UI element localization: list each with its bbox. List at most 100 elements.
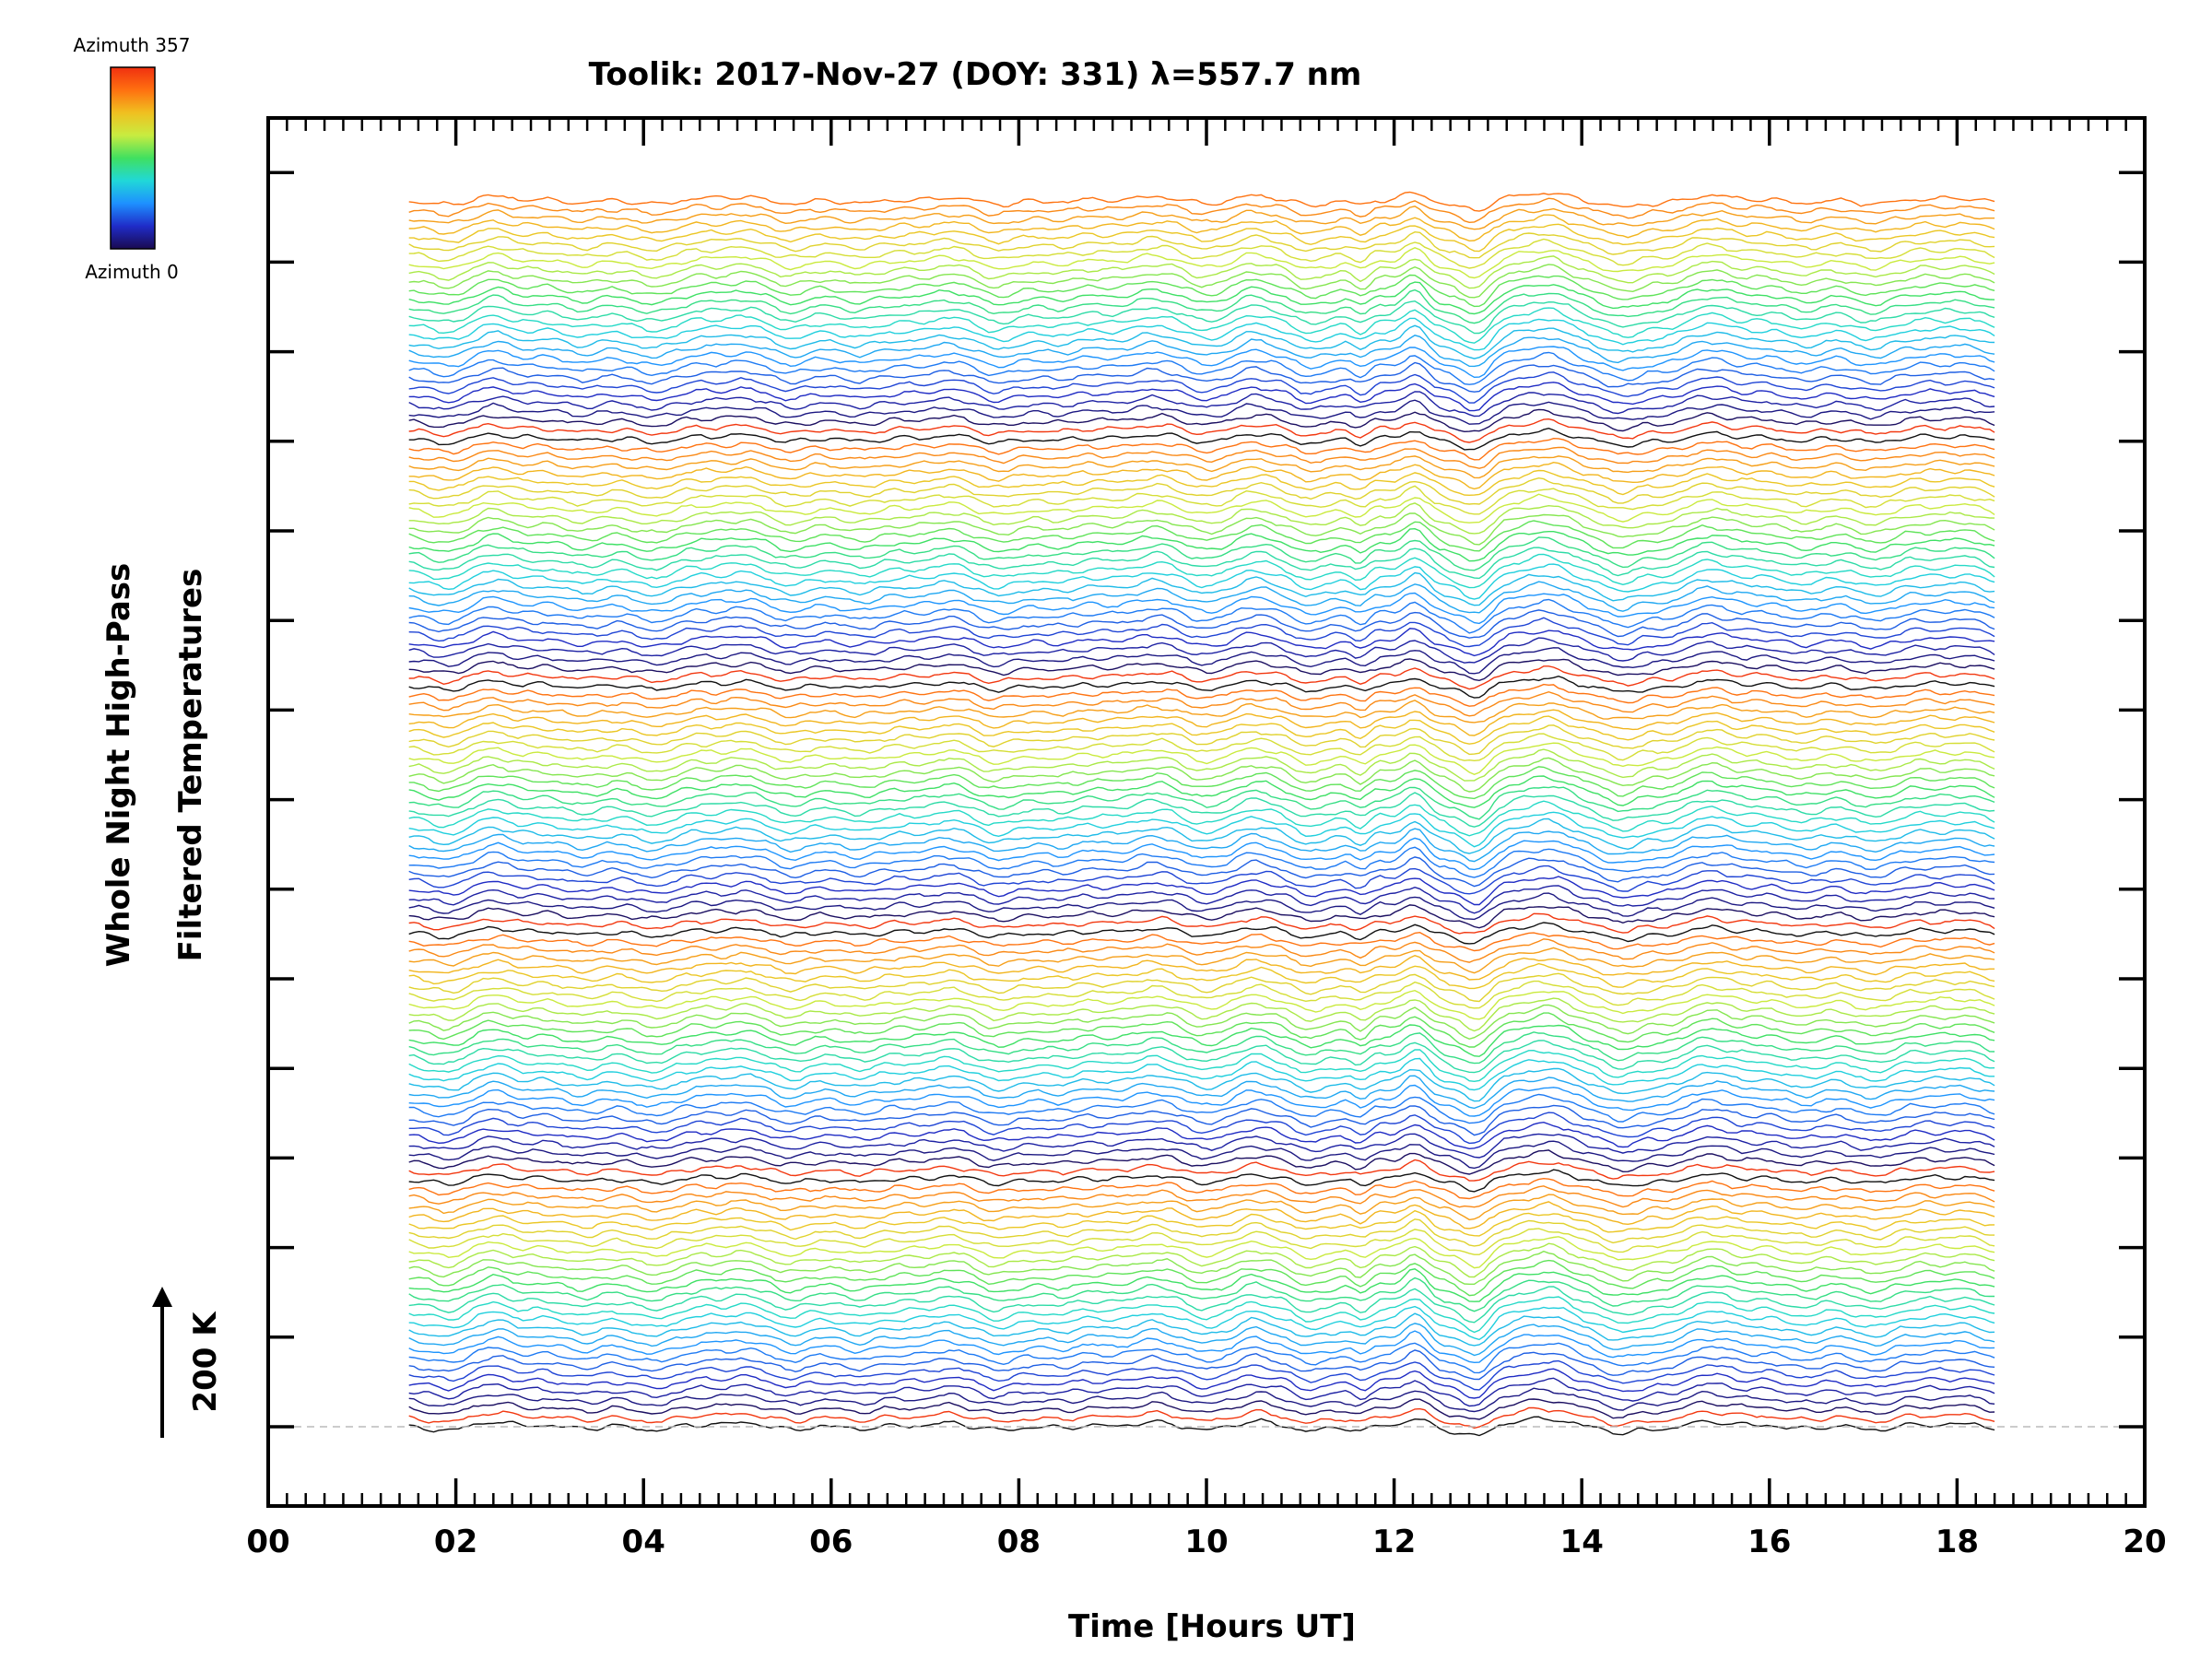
series-line-44 (408, 1024, 1995, 1057)
series-line-64 (408, 846, 1995, 878)
series-line-58 (408, 904, 1995, 929)
chart-title: Toolik: 2017-Nov-27 (DOY: 331) λ=557.7 n… (589, 56, 1362, 93)
series-line-97 (408, 553, 1995, 589)
series-line-13 (408, 1296, 1995, 1334)
x-tick-label: 00 (246, 1524, 289, 1560)
series-line-53 (408, 947, 1995, 974)
series-line-19 (408, 1242, 1995, 1278)
series-line-22 (408, 1218, 1995, 1247)
series-line-128 (408, 281, 1995, 315)
series-line-125 (408, 307, 1995, 344)
series-line-134 (408, 230, 1995, 259)
series-line-94 (408, 581, 1995, 614)
series-line-98 (408, 547, 1995, 580)
series-line-40 (408, 1057, 1995, 1091)
x-tick-label: 18 (1936, 1524, 1979, 1560)
x-tick-label: 12 (1372, 1524, 1416, 1560)
series-line-55 (408, 931, 1995, 952)
series-line-103 (408, 502, 1995, 535)
series-line-30 (408, 1149, 1995, 1175)
series-line-26 (408, 1185, 1995, 1208)
x-tick-label: 16 (1747, 1524, 1791, 1560)
series-line-82 (408, 690, 1995, 717)
series-line-104 (408, 493, 1995, 524)
series-line-10 (408, 1323, 1995, 1357)
series-line-100 (408, 527, 1995, 562)
series-line-38 (408, 1075, 1995, 1110)
series-line-81 (408, 700, 1995, 724)
series-line-33 (408, 1121, 1995, 1150)
axes: 00 02 04 06 08 10 12 14 16 18 20 (246, 116, 2167, 1560)
series-line-9 (408, 1330, 1995, 1364)
series-line-49 (408, 980, 1995, 1009)
series-line-75 (408, 748, 1995, 782)
series-line-76 (408, 742, 1995, 776)
x-tick-label: 20 (2123, 1524, 2166, 1560)
scale-bar-label: 200 K (187, 1311, 224, 1413)
series-line-101 (408, 520, 1995, 552)
series-line-32 (408, 1133, 1995, 1159)
series-line-18 (408, 1250, 1995, 1285)
series-line-117 (408, 382, 1995, 412)
colorbar-gradient (110, 66, 156, 250)
series-line-108 (408, 461, 1995, 490)
series-line-86 (408, 658, 1995, 682)
series-line-31 (408, 1140, 1995, 1170)
series-line-41 (408, 1049, 1995, 1083)
series-line-69 (408, 800, 1995, 837)
series-line-116 (408, 391, 1995, 418)
series-line-43 (408, 1031, 1995, 1065)
scale-bar: 200 K (152, 1287, 224, 1438)
series-line-85 (408, 665, 1995, 690)
series-line-114 (408, 408, 1995, 433)
series-line-46 (408, 1004, 1995, 1041)
series-line-42 (408, 1040, 1995, 1074)
series-line-139 (408, 191, 1995, 212)
series-line-68 (408, 811, 1995, 848)
series-line-110 (408, 446, 1995, 469)
series-line-35 (408, 1104, 1995, 1136)
series-line-77 (408, 733, 1995, 762)
series-line-80 (408, 709, 1995, 736)
series-line-62 (408, 865, 1995, 895)
series-line-51 (408, 962, 1995, 990)
series-line-29 (408, 1159, 1995, 1182)
series-line-36 (408, 1093, 1995, 1124)
x-tick-label: 04 (622, 1524, 665, 1560)
series-line-67 (408, 818, 1995, 854)
series-line-34 (408, 1112, 1995, 1145)
series-line-73 (408, 766, 1995, 800)
x-tick-label: 06 (809, 1524, 853, 1560)
series-line-4 (408, 1377, 1995, 1407)
series-line-124 (408, 317, 1995, 351)
series-line-105 (408, 485, 1995, 515)
series-line-63 (408, 856, 1995, 888)
series-line-61 (408, 876, 1995, 906)
series-line-119 (408, 361, 1995, 393)
series-line-88 (408, 637, 1995, 664)
series-line-95 (408, 571, 1995, 606)
series-line-25 (408, 1194, 1995, 1221)
series-line-136 (408, 214, 1995, 242)
series-line-138 (408, 197, 1995, 224)
series-line-1 (408, 1406, 1995, 1430)
colorbar-bottom-label: Azimuth 0 (85, 261, 179, 283)
series-line-39 (408, 1067, 1995, 1102)
series-line-122 (408, 335, 1995, 368)
series-line-96 (408, 563, 1995, 600)
series-line-133 (408, 238, 1995, 269)
series-line-27 (408, 1177, 1995, 1200)
series-line-70 (408, 792, 1995, 828)
series-line-16 (408, 1268, 1995, 1302)
series-line-99 (408, 536, 1995, 571)
series-line-89 (408, 628, 1995, 657)
x-tick-label: 14 (1560, 1524, 1604, 1560)
x-tick-label: 10 (1184, 1524, 1228, 1560)
series-line-90 (408, 617, 1995, 648)
series-line-2 (408, 1398, 1995, 1420)
series-line-137 (408, 206, 1995, 230)
series-line-48 (408, 989, 1995, 1020)
series-line-54 (408, 938, 1995, 963)
scale-bar-arrowhead (152, 1287, 172, 1307)
series-line-87 (408, 647, 1995, 675)
